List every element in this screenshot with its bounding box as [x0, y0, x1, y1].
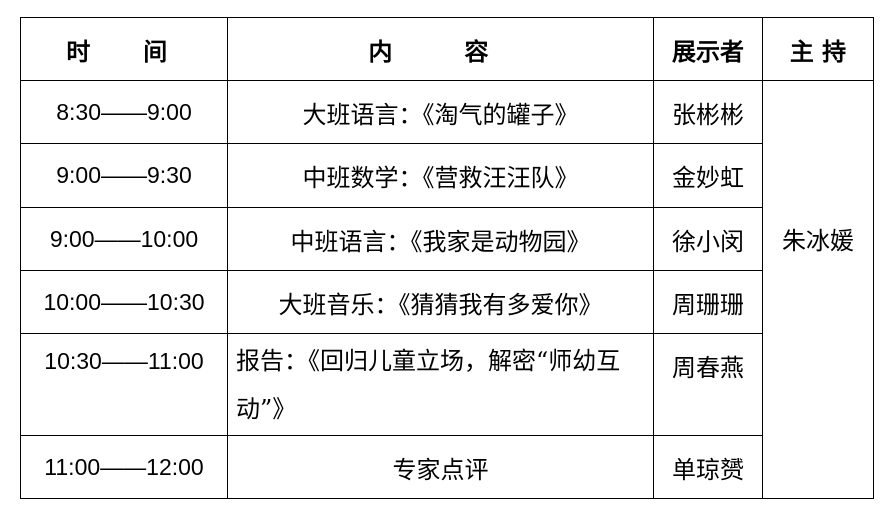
header-content: 内 容 [227, 17, 654, 81]
header-row: 时 间 内 容 展示者 主 持 [20, 17, 874, 81]
content-cell: 中班数学：《营救汪汪队》 [227, 143, 654, 208]
header-presenter: 展示者 [653, 17, 763, 81]
time-cell: 9:00——9:30 [20, 143, 228, 208]
time-cell: 11:00——12:00 [20, 435, 228, 499]
content-cell: 报告：《回归儿童立场，解密“师幼互动”》 [227, 333, 654, 436]
time-cell: 9:00——10:00 [20, 207, 228, 271]
content-cell: 大班语言：《淘气的罐子》 [227, 80, 654, 144]
presenter-cell: 单琼赟 [653, 435, 763, 499]
presenter-cell: 金妙虹 [653, 143, 763, 208]
header-time: 时 间 [20, 17, 228, 81]
content-cell: 大班音乐：《猜猜我有多爱你》 [227, 270, 654, 334]
table-row: 8:30——9:00 大班语言：《淘气的罐子》 张彬彬 朱冰媛 [20, 80, 874, 499]
content-cell: 中班语言：《我家是动物园》 [227, 207, 654, 271]
host-cell: 朱冰媛 [762, 80, 874, 499]
table-row: 10:30——11:00 报告：《回归儿童立场，解密“师幼互动”》 周春燕 [20, 333, 874, 436]
presenter-cell: 徐小闵 [653, 207, 763, 271]
table-row: 9:00——10:00 中班语言：《我家是动物园》 徐小闵 [20, 207, 874, 271]
table-row: 10:00——10:30 大班音乐：《猜猜我有多爱你》 周珊珊 [20, 270, 874, 334]
table-row: 11:00——12:00 专家点评 单琼赟 [20, 435, 874, 499]
time-cell: 8:30——9:00 [20, 80, 228, 144]
host-name: 朱冰媛 [782, 227, 854, 255]
presenter-cell: 周珊珊 [653, 270, 763, 334]
table-row: 9:00——9:30 中班数学：《营救汪汪队》 金妙虹 [20, 143, 874, 208]
presenter-cell: 张彬彬 [653, 80, 763, 144]
time-cell: 10:00——10:30 [20, 270, 228, 334]
header-host: 主 持 [762, 17, 874, 81]
content-cell: 专家点评 [227, 435, 654, 499]
schedule-table: 时 间 内 容 展示者 主 持 8:30——9:00 大班语言：《淘气的罐子》 … [20, 17, 874, 499]
time-cell: 10:30——11:00 [20, 333, 228, 436]
presenter-cell: 周春燕 [653, 333, 763, 436]
